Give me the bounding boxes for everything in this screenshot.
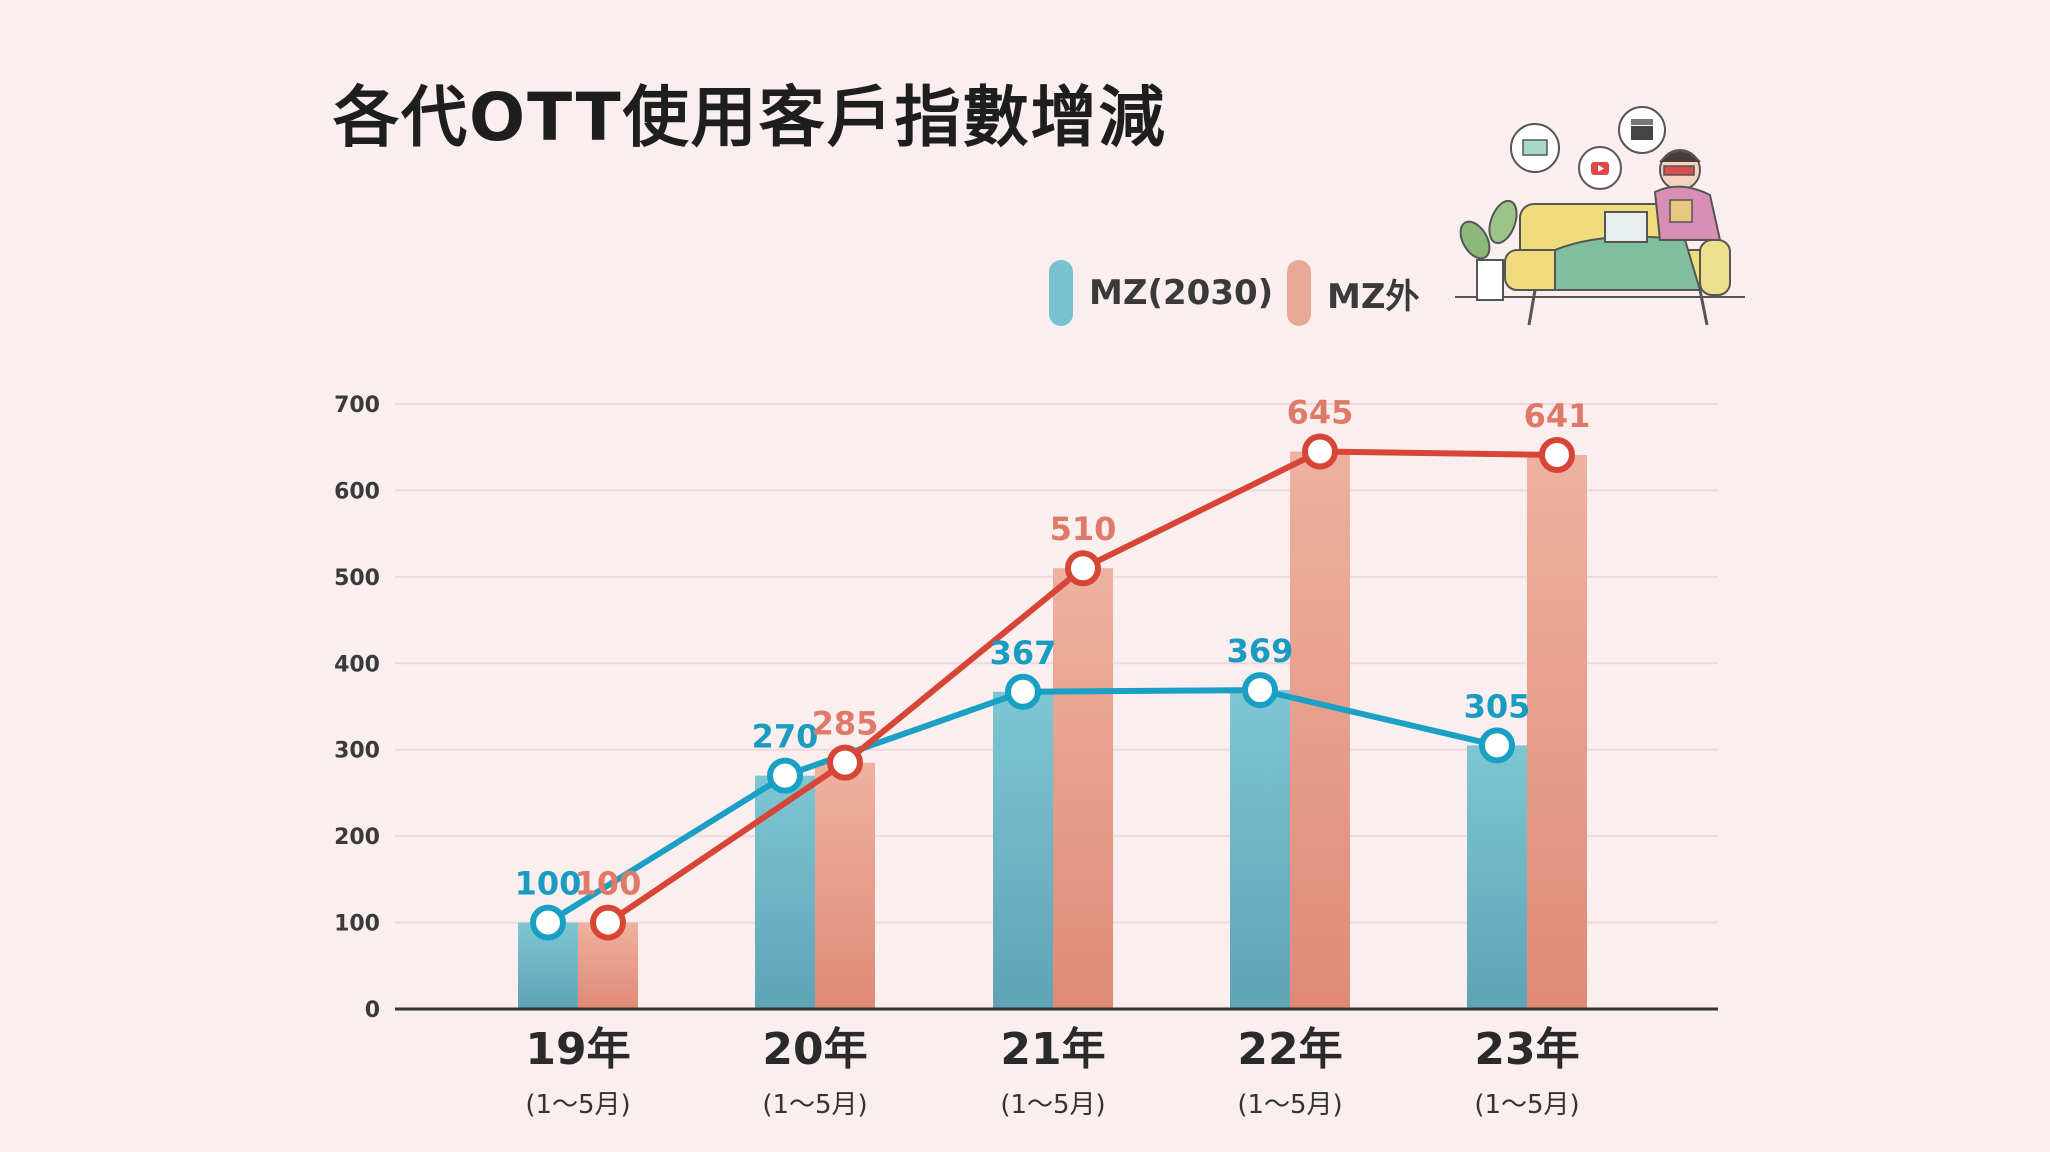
- x-tick-sublabel: (1〜5月): [762, 1090, 867, 1120]
- point-other: [590, 904, 626, 941]
- legend-label-mz: MZ(2030): [1089, 273, 1274, 313]
- legend-item-mz: MZ(2030): [1049, 260, 1273, 326]
- y-tick-label: 0: [365, 998, 380, 1023]
- data-label-mz: 270: [752, 718, 819, 756]
- point-mz: [1479, 727, 1515, 764]
- x-tick-label: 23年: [1474, 1024, 1579, 1075]
- bar-mz: [1230, 690, 1290, 1009]
- chart-title: 各代OTT使用客戶指數增減: [333, 79, 1167, 156]
- bar-other: [1527, 454, 1587, 1009]
- x-tick-label: 20年: [762, 1024, 867, 1075]
- data-label-other: 510: [1050, 510, 1117, 548]
- data-label-other: 285: [812, 705, 879, 743]
- x-tick-label: 22年: [1237, 1024, 1342, 1075]
- x-tick-sublabel: (1〜5月): [525, 1090, 630, 1120]
- data-label-mz: 305: [1464, 687, 1531, 725]
- bar-other: [1290, 451, 1350, 1009]
- y-tick-label: 300: [334, 739, 380, 764]
- data-label-mz: 100: [515, 865, 582, 903]
- point-mz: [1242, 672, 1278, 709]
- legend-swatch-mz: [1049, 260, 1073, 326]
- y-tick-label: 400: [334, 652, 380, 677]
- point-other: [1302, 433, 1338, 470]
- bar-other: [1053, 568, 1113, 1009]
- y-tick-label: 700: [334, 393, 380, 418]
- legend-item-other: MZ外: [1287, 260, 1420, 326]
- bar-mz: [755, 775, 815, 1009]
- legend-label-other: MZ外: [1327, 276, 1420, 317]
- point-mz: [1005, 673, 1041, 710]
- data-label-other: 641: [1524, 397, 1591, 435]
- y-tick-label: 100: [334, 912, 380, 937]
- x-tick-sublabel: (1〜5月): [1000, 1090, 1105, 1120]
- y-tick-label: 200: [334, 825, 380, 850]
- bar-other: [815, 762, 875, 1009]
- data-label-mz: 369: [1227, 632, 1294, 670]
- point-other: [1065, 550, 1101, 587]
- x-tick-sublabel: (1〜5月): [1237, 1090, 1342, 1120]
- x-tick-label: 21年: [1000, 1024, 1105, 1075]
- x-tick-sublabel: (1〜5月): [1474, 1090, 1579, 1120]
- couch-illustration-icon: [1455, 106, 1745, 326]
- y-tick-label: 500: [334, 566, 380, 591]
- x-tick-label: 19年: [525, 1024, 630, 1075]
- point-mz: [767, 757, 803, 794]
- bar-mz: [993, 691, 1053, 1009]
- point-other: [827, 744, 863, 781]
- point-other: [1539, 436, 1575, 473]
- point-mz: [530, 904, 566, 941]
- data-label-mz: 367: [990, 634, 1057, 672]
- bar-mz: [1467, 745, 1527, 1009]
- data-label-other: 645: [1287, 394, 1354, 432]
- legend-swatch-other: [1287, 260, 1311, 326]
- data-label-other: 100: [575, 865, 642, 903]
- y-tick-label: 600: [334, 479, 380, 504]
